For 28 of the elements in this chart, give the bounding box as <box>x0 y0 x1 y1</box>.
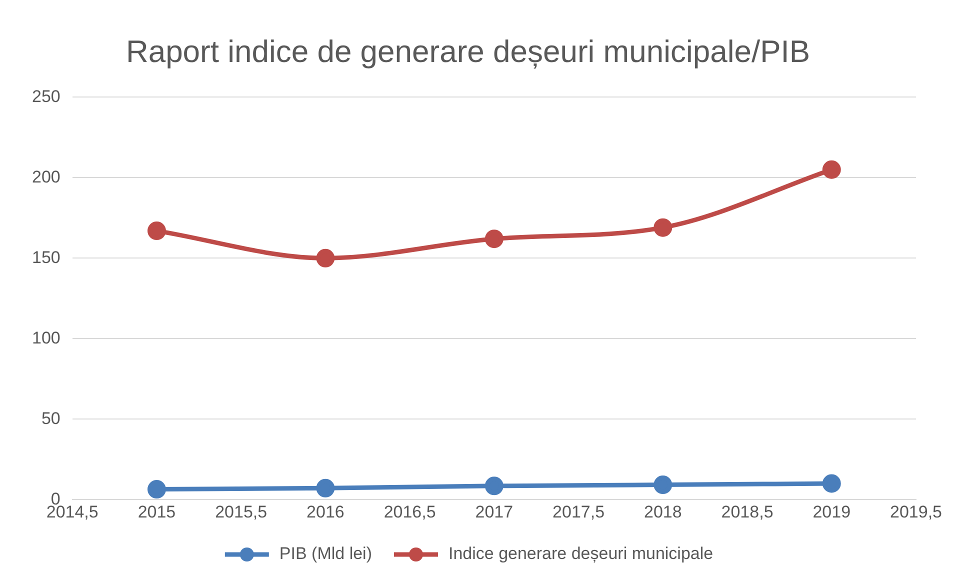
y-tick-label: 200 <box>32 167 60 186</box>
point <box>316 248 335 268</box>
x-tick-label: 2018 <box>644 502 682 522</box>
y-tick-label: 250 <box>32 86 60 106</box>
x-tick-label: 2019 <box>812 502 851 522</box>
x-tick-label: 2017,5 <box>552 502 605 522</box>
x-tick-label: 2016,5 <box>384 502 436 522</box>
chart-title: Raport indice de generare deșeuri municipale/PIB <box>126 34 810 70</box>
point <box>316 478 335 498</box>
legend-label: Indice generare deșeuri municipale <box>448 544 714 564</box>
legend-label: PIB (Mld lei) <box>279 544 372 564</box>
y-tick-label: 150 <box>32 248 60 267</box>
x-tick-label: 2016 <box>306 502 344 522</box>
point <box>822 160 841 179</box>
x-tick-label: 2017 <box>475 502 514 522</box>
point <box>484 230 504 248</box>
point <box>654 476 672 494</box>
point <box>822 474 841 493</box>
x-tick-label: 2015 <box>138 502 176 522</box>
point <box>147 480 166 499</box>
x-tick-label: 2015,5 <box>215 502 268 522</box>
point <box>654 218 672 237</box>
point <box>484 476 504 496</box>
y-tick-label: 50 <box>41 408 60 428</box>
x-tick-label: 2019,5 <box>890 502 942 522</box>
point <box>147 222 166 240</box>
x-tick-label: 2018,5 <box>721 502 774 522</box>
y-tick-label: 100 <box>32 328 60 348</box>
